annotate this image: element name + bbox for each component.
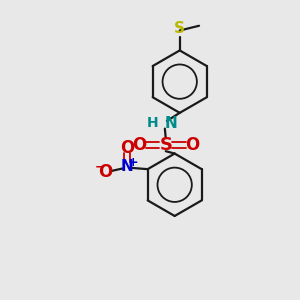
Text: S: S <box>174 22 185 37</box>
Text: O: O <box>98 163 112 181</box>
Text: +: + <box>128 155 138 169</box>
Text: S: S <box>159 136 172 154</box>
Text: O: O <box>132 136 146 154</box>
Text: H: H <box>146 116 158 130</box>
Text: O: O <box>120 139 135 157</box>
Text: N: N <box>121 159 134 174</box>
Text: O: O <box>185 136 200 154</box>
Text: −: − <box>94 160 105 173</box>
Text: N: N <box>165 116 178 131</box>
